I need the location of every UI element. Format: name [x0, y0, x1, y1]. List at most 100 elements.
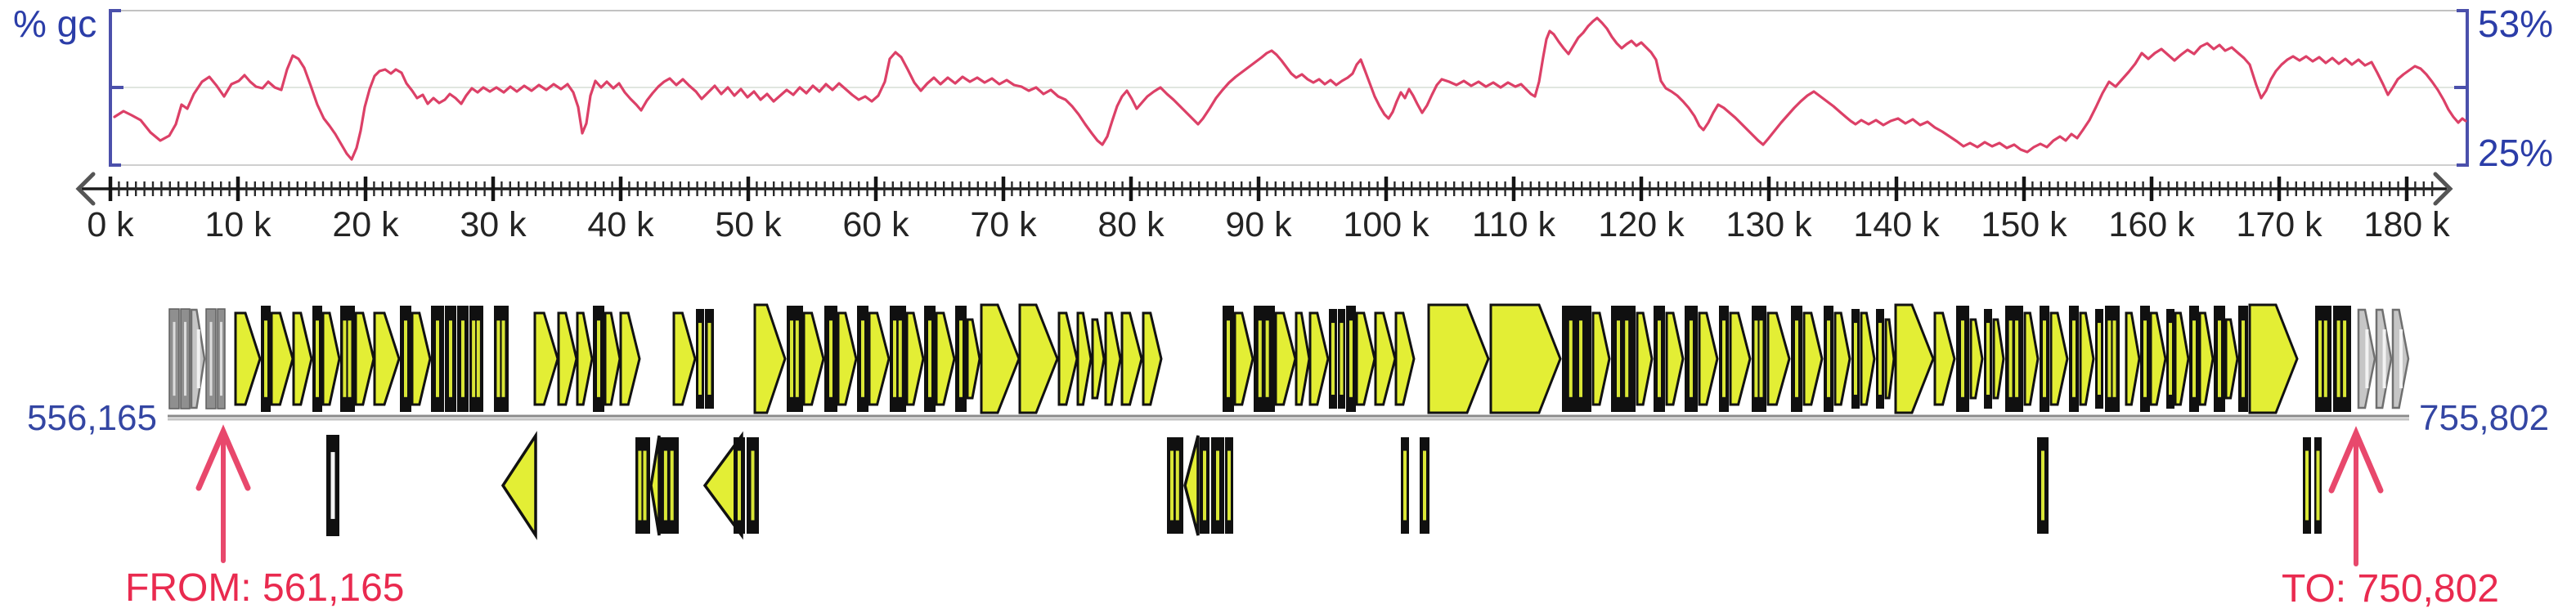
gene-glyph-forward[interactable]	[431, 306, 444, 412]
gene-glyph-forward[interactable]	[400, 306, 411, 412]
gene-glyph-forward[interactable]	[557, 311, 578, 406]
gene-glyph-forward[interactable]	[2238, 306, 2248, 412]
gene-glyph-reverse[interactable]	[500, 431, 537, 540]
gene-glyph-forward[interactable]	[593, 306, 604, 412]
gene-glyph-forward[interactable]	[1338, 309, 1345, 409]
gene-glyph-forward[interactable]	[824, 306, 837, 412]
gene-glyph-forward[interactable]	[457, 306, 469, 412]
gene-glyph-forward[interactable]	[1956, 306, 1969, 412]
gene-glyph-forward[interactable]	[2189, 306, 2199, 412]
gene-glyph-forward[interactable]	[1223, 306, 1234, 412]
gene-glyph-forward[interactable]	[787, 306, 803, 412]
gene-glyph-forward[interactable]	[354, 311, 375, 406]
gene-glyph-forward[interactable]	[2375, 308, 2393, 409]
gene-glyph-forward[interactable]	[312, 306, 322, 412]
gene-glyph-forward[interactable]	[1329, 309, 1337, 409]
gene-glyph-forward[interactable]	[411, 311, 432, 406]
gene-glyph-forward[interactable]	[696, 309, 704, 409]
gene-glyph-forward[interactable]	[1562, 306, 1591, 412]
gene-glyph-forward[interactable]	[168, 308, 180, 409]
gene-glyph-forward[interactable]	[2198, 311, 2215, 406]
gene-glyph-forward[interactable]	[1752, 306, 1766, 412]
gene-glyph-forward[interactable]	[292, 311, 313, 406]
gene-glyph-forward[interactable]	[2315, 306, 2331, 412]
gene-glyph-forward[interactable]	[1969, 318, 1984, 400]
gene-glyph-forward[interactable]	[1091, 318, 1106, 400]
gene-glyph-forward[interactable]	[935, 311, 956, 406]
gene-glyph-forward[interactable]	[2125, 311, 2141, 406]
gene-glyph-forward[interactable]	[857, 306, 868, 412]
gene-glyph-forward[interactable]	[619, 311, 641, 406]
gene-glyph-reverse[interactable]	[1211, 437, 1224, 534]
gene-glyph-reverse[interactable]	[1225, 437, 1233, 534]
gene-glyph-forward[interactable]	[1992, 318, 2005, 400]
gene-glyph-forward[interactable]	[1274, 311, 1297, 406]
gene-glyph-reverse[interactable]	[1200, 437, 1209, 534]
gene-glyph-forward[interactable]	[1685, 306, 1698, 412]
gene-glyph-reverse[interactable]	[1183, 435, 1200, 536]
gene-glyph-forward[interactable]	[1824, 306, 1833, 412]
gene-glyph-forward[interactable]	[2095, 309, 2103, 409]
gene-glyph-forward[interactable]	[2333, 306, 2351, 412]
gene-glyph-reverse[interactable]	[660, 437, 679, 534]
gene-glyph-forward[interactable]	[1254, 306, 1275, 412]
gene-glyph-forward[interactable]	[2166, 309, 2174, 409]
gene-glyph-forward[interactable]	[2023, 311, 2040, 406]
gene-glyph-forward[interactable]	[1833, 311, 1851, 406]
gene-glyph-reverse[interactable]	[2303, 437, 2311, 534]
gene-glyph-forward[interactable]	[2040, 306, 2049, 412]
gene-glyph-forward[interactable]	[373, 311, 401, 406]
gene-glyph-forward[interactable]	[2005, 306, 2023, 412]
gene-glyph-forward[interactable]	[980, 303, 1021, 414]
gene-glyph-forward[interactable]	[1120, 311, 1143, 406]
gene-glyph-forward[interactable]	[2391, 308, 2410, 409]
gene-glyph-forward[interactable]	[1374, 311, 1397, 406]
gene-glyph-forward[interactable]	[1394, 311, 1416, 406]
gene-glyph-forward[interactable]	[445, 306, 456, 412]
gene-glyph-forward[interactable]	[1591, 311, 1611, 406]
gene-glyph-forward[interactable]	[802, 311, 825, 406]
gene-glyph-forward[interactable]	[533, 311, 559, 406]
gene-glyph-forward[interactable]	[2105, 306, 2120, 412]
gene-glyph-forward[interactable]	[1719, 306, 1729, 412]
gene-glyph-forward[interactable]	[1611, 306, 1636, 412]
gene-glyph-reverse[interactable]	[635, 437, 650, 534]
gene-glyph-forward[interactable]	[205, 308, 217, 409]
gene-glyph-forward[interactable]	[1346, 306, 1356, 412]
gene-glyph-forward[interactable]	[955, 306, 967, 412]
gene-glyph-forward[interactable]	[494, 306, 509, 412]
gene-glyph-forward[interactable]	[924, 306, 936, 412]
gene-glyph-forward[interactable]	[1018, 303, 1059, 414]
gene-glyph-forward[interactable]	[217, 308, 226, 409]
gene-glyph-reverse[interactable]	[1167, 437, 1183, 534]
gene-glyph-forward[interactable]	[1308, 311, 1330, 406]
gene-glyph-forward[interactable]	[1766, 311, 1791, 406]
gene-glyph-forward[interactable]	[576, 311, 594, 406]
gene-glyph-reverse[interactable]	[2037, 437, 2049, 534]
gene-glyph-reverse[interactable]	[649, 435, 661, 536]
gene-glyph-reverse[interactable]	[747, 437, 759, 534]
gene-glyph-forward[interactable]	[1295, 311, 1311, 406]
gene-glyph-forward[interactable]	[2214, 306, 2225, 412]
gene-glyph-forward[interactable]	[1851, 309, 1860, 409]
gene-glyph-forward[interactable]	[1654, 306, 1665, 412]
gene-glyph-forward[interactable]	[2049, 311, 2069, 406]
gene-glyph-forward[interactable]	[837, 311, 858, 406]
gene-glyph-forward[interactable]	[321, 311, 341, 406]
gene-glyph-forward[interactable]	[753, 303, 787, 414]
gene-glyph-forward[interactable]	[1876, 309, 1884, 409]
gene-glyph-forward[interactable]	[190, 308, 206, 409]
gene-glyph-forward[interactable]	[1057, 311, 1079, 406]
gene-glyph-forward[interactable]	[2140, 306, 2150, 412]
gene-glyph-reverse[interactable]	[734, 437, 745, 534]
gene-glyph-forward[interactable]	[1104, 311, 1122, 406]
gene-glyph-forward[interactable]	[2357, 308, 2376, 409]
gene-glyph-forward[interactable]	[1791, 306, 1802, 412]
gene-glyph-forward[interactable]	[2079, 311, 2095, 406]
gene-glyph-forward[interactable]	[890, 306, 906, 412]
gene-glyph-forward[interactable]	[966, 318, 981, 400]
gene-glyph-reverse[interactable]	[1401, 437, 1409, 534]
gene-glyph-forward[interactable]	[1076, 311, 1093, 406]
gene-glyph-forward[interactable]	[2149, 311, 2167, 406]
gene-glyph-reverse[interactable]	[1420, 437, 1429, 534]
